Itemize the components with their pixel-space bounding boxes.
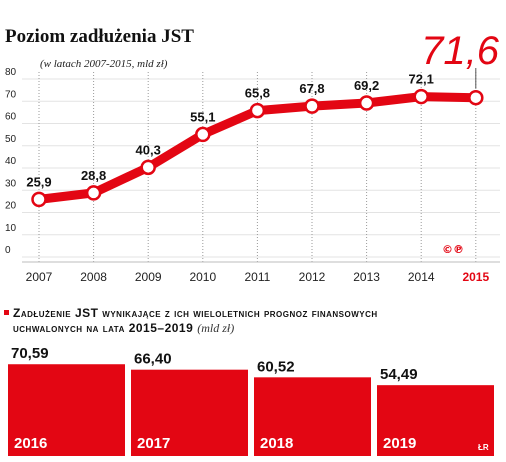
x-tick-label-2013: 2013 <box>353 270 380 284</box>
x-tick-label-2008: 2008 <box>80 270 107 284</box>
line-point-2007 <box>31 191 47 208</box>
bar-value-2017: 66,40 <box>134 351 172 368</box>
line-chart-title: Poziom zadłużenia JST <box>5 26 194 47</box>
bar-value-2019: 54,49 <box>380 366 418 383</box>
bar-chart-title-line-2-text: uchwalonych na lata 2015–2019 <box>13 321 194 335</box>
data-label-2013: 69,2 <box>354 78 379 93</box>
line-point-2012 <box>304 98 320 114</box>
bar-2016 <box>8 364 125 456</box>
y-tick-label-20: 20 <box>5 201 17 212</box>
bar-2019 <box>377 385 494 456</box>
highlight-value-2015: 71,6 <box>421 29 500 73</box>
section-bullet-icon <box>4 310 9 315</box>
bar-chart-plot: 70,59 2016 66,40 2017 60,52 2018 54,49 2019 <box>8 345 494 456</box>
bar-category-2017: 2017 <box>137 435 170 452</box>
x-tick-label-2011: 2011 <box>244 270 270 284</box>
line-point-2011 <box>249 102 266 119</box>
x-tick-label-2010: 2010 <box>189 270 216 284</box>
x-tick-label-2015: 2015 <box>462 270 489 284</box>
bar-category-2019: 2019 <box>383 435 416 452</box>
data-label-2010: 55,1 <box>190 109 215 124</box>
y-tick-label-40: 40 <box>5 156 17 167</box>
bar-category-2016: 2016 <box>14 435 47 452</box>
y-tick-label-50: 50 <box>5 134 17 145</box>
line-chart-plot: 0 10 20 30 40 50 60 70 80 25,9 2007 28,8 2008 40,3 200… <box>5 29 500 284</box>
bar-value-2016: 70,59 <box>11 345 49 362</box>
line-point-2015 <box>468 89 484 106</box>
data-label-2008: 28,8 <box>81 168 106 183</box>
bar-chart-unit: (mld zł) <box>197 321 235 335</box>
y-tick-label-10: 10 <box>5 223 17 234</box>
data-label-2012: 67,8 <box>299 81 324 96</box>
data-label-2011: 65,8 <box>245 86 270 101</box>
data-label-2007: 25,9 <box>26 174 51 189</box>
y-tick-label-0: 0 <box>5 245 11 256</box>
line-point-2013 <box>358 95 375 111</box>
data-label-2009: 40,3 <box>136 142 161 157</box>
bar-category-2018: 2018 <box>260 435 293 452</box>
line-chart-subtitle: (w latach 2007-2015, mld zł) <box>40 58 168 70</box>
bar-value-2018: 60,52 <box>257 358 295 375</box>
y-tick-label-60: 60 <box>5 112 17 123</box>
line-point-2008 <box>85 185 102 201</box>
y-tick-label-80: 80 <box>5 67 17 78</box>
line-point-2010 <box>195 126 211 143</box>
copyright-logo: ©℗ <box>442 243 464 256</box>
author-initials: ŁR <box>478 443 489 452</box>
y-tick-label-30: 30 <box>5 178 17 189</box>
x-tick-label-2014: 2014 <box>408 270 435 284</box>
data-label-2014: 72,1 <box>409 72 434 87</box>
bar-chart-title-line-1: Zadłużenie JST wynikające z ich wielolet… <box>13 306 378 320</box>
x-tick-label-2012: 2012 <box>299 270 326 284</box>
x-tick-label-2009: 2009 <box>135 270 162 284</box>
line-point-2009 <box>140 159 156 176</box>
x-tick-label-2007: 2007 <box>26 270 53 284</box>
bar-chart-title-line-2: uchwalonych na lata 2015–2019 (mld zł) <box>13 321 234 335</box>
bar-2017 <box>131 369 248 456</box>
y-tick-label-70: 70 <box>5 89 17 100</box>
bar-2018 <box>254 377 371 456</box>
line-point-2014 <box>413 88 429 105</box>
